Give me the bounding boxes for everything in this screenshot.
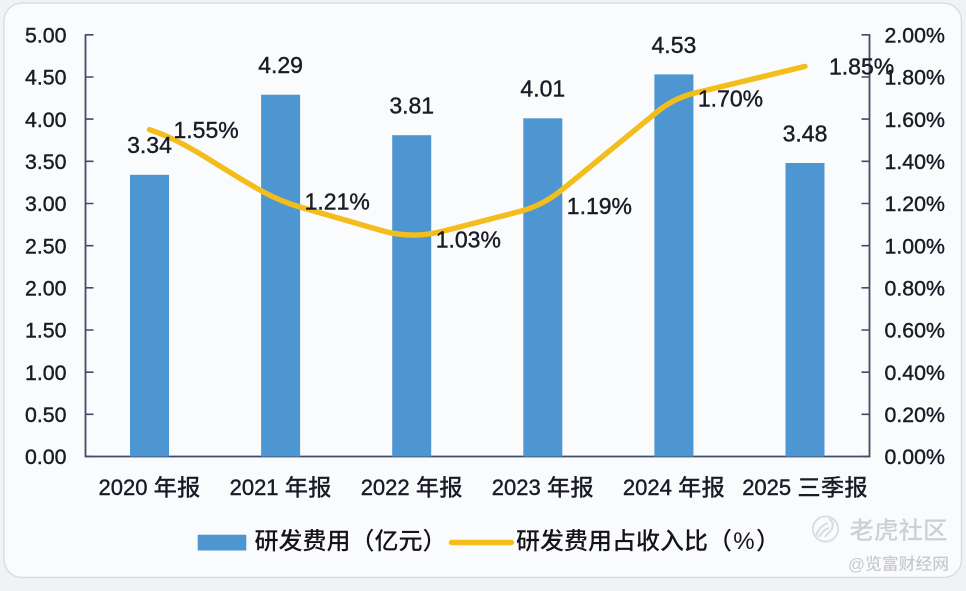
- svg-text:3.00: 3.00: [25, 192, 67, 216]
- svg-text:1.60%: 1.60%: [885, 108, 945, 132]
- svg-text:1.70%: 1.70%: [698, 85, 763, 111]
- svg-text:1.00%: 1.00%: [885, 234, 945, 258]
- svg-text:1.40%: 1.40%: [885, 150, 945, 174]
- svg-text:3.81: 3.81: [389, 93, 434, 119]
- svg-text:0.40%: 0.40%: [885, 361, 945, 385]
- svg-text:2020: 2020: [99, 475, 148, 500]
- svg-text:1.55%: 1.55%: [174, 117, 239, 143]
- svg-text:4.01: 4.01: [520, 76, 565, 102]
- svg-text:1.50: 1.50: [25, 319, 67, 343]
- svg-text:2.00%: 2.00%: [885, 23, 945, 47]
- svg-text:1.00: 1.00: [25, 361, 67, 385]
- svg-text:3.34: 3.34: [127, 132, 172, 158]
- svg-text:2024: 2024: [623, 475, 672, 500]
- svg-text:%: %: [733, 528, 754, 555]
- svg-text:2.00: 2.00: [25, 277, 67, 301]
- svg-text:1.19%: 1.19%: [567, 193, 632, 219]
- svg-text:3.48: 3.48: [783, 120, 828, 146]
- svg-text:2023: 2023: [492, 475, 541, 500]
- svg-text:4.53: 4.53: [652, 32, 697, 58]
- svg-text:4.29: 4.29: [258, 52, 303, 78]
- svg-text:4.00: 4.00: [25, 108, 67, 132]
- svg-text:2021: 2021: [230, 475, 279, 500]
- svg-text:1.03%: 1.03%: [436, 227, 501, 253]
- svg-text:@: @: [848, 555, 865, 574]
- svg-text:5.00: 5.00: [25, 23, 67, 47]
- svg-text:2025: 2025: [742, 475, 791, 500]
- svg-text:0.00: 0.00: [25, 445, 67, 469]
- svg-text:3.50: 3.50: [25, 150, 67, 174]
- svg-text:1.20%: 1.20%: [885, 192, 945, 216]
- svg-text:0.80%: 0.80%: [885, 277, 945, 301]
- svg-text:0.00%: 0.00%: [885, 445, 945, 469]
- svg-text:4.50: 4.50: [25, 66, 67, 90]
- svg-text:0.50: 0.50: [25, 403, 67, 427]
- svg-text:1.21%: 1.21%: [305, 189, 370, 215]
- svg-text:1.85%: 1.85%: [829, 54, 894, 80]
- svg-text:0.20%: 0.20%: [885, 403, 945, 427]
- svg-text:1.80%: 1.80%: [885, 66, 945, 90]
- svg-text:2.50: 2.50: [25, 234, 67, 258]
- svg-text:2022: 2022: [361, 475, 410, 500]
- svg-text:0.60%: 0.60%: [885, 319, 945, 343]
